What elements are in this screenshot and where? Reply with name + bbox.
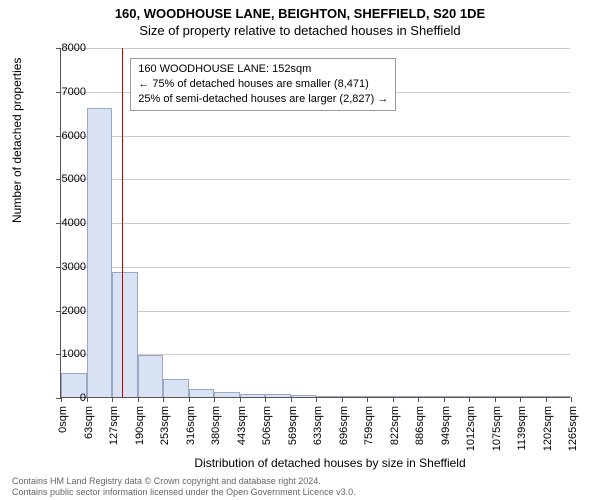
xtick-mark xyxy=(342,397,343,402)
histogram-bar xyxy=(265,394,291,397)
ytick-label: 6000 xyxy=(46,130,86,142)
xtick-mark xyxy=(495,397,496,402)
histogram-bar xyxy=(163,379,189,397)
footer-text: Contains HM Land Registry data © Crown c… xyxy=(12,476,592,498)
xtick-mark xyxy=(265,397,266,402)
histogram-bar xyxy=(316,396,342,397)
x-axis-label: Distribution of detached houses by size … xyxy=(30,456,600,470)
ytick-label: 4000 xyxy=(46,217,86,229)
xtick-mark xyxy=(571,397,572,402)
gridline xyxy=(61,179,570,180)
xtick-mark xyxy=(87,397,88,402)
histogram-bar xyxy=(444,396,470,397)
histogram-bar xyxy=(393,396,419,397)
histogram-bar xyxy=(469,396,495,397)
gridline xyxy=(61,267,570,268)
chart-container: 160, WOODHOUSE LANE, BEIGHTON, SHEFFIELD… xyxy=(0,0,600,500)
chart-area: 160 WOODHOUSE LANE: 152sqm← 75% of detac… xyxy=(60,48,570,398)
footer-line2: Contains public sector information licen… xyxy=(12,487,592,498)
page-title: 160, WOODHOUSE LANE, BEIGHTON, SHEFFIELD… xyxy=(0,0,600,23)
xtick-mark xyxy=(214,397,215,402)
xtick-mark xyxy=(240,397,241,402)
xtick-mark xyxy=(316,397,317,402)
footer-line1: Contains HM Land Registry data © Crown c… xyxy=(12,476,592,487)
ytick-label: 8000 xyxy=(46,42,86,54)
xtick-mark xyxy=(112,397,113,402)
marker-line xyxy=(122,48,123,397)
xtick-mark xyxy=(367,397,368,402)
ytick-label: 5000 xyxy=(46,173,86,185)
xtick-mark xyxy=(291,397,292,402)
gridline xyxy=(61,48,570,49)
histogram-bar xyxy=(367,396,393,397)
ytick-label: 1000 xyxy=(46,348,86,360)
gridline xyxy=(61,223,570,224)
histogram-bar xyxy=(240,394,266,397)
xtick-mark xyxy=(520,397,521,402)
gridline xyxy=(61,136,570,137)
annotation-box: 160 WOODHOUSE LANE: 152sqm← 75% of detac… xyxy=(130,58,396,111)
histogram-bar xyxy=(520,396,546,397)
ytick-label: 7000 xyxy=(46,86,86,98)
xtick-mark xyxy=(469,397,470,402)
ytick-label: 3000 xyxy=(46,261,86,273)
histogram-bar xyxy=(138,355,164,397)
histogram-bar xyxy=(291,395,317,397)
xtick-mark xyxy=(163,397,164,402)
xtick-mark xyxy=(444,397,445,402)
xtick-mark xyxy=(546,397,547,402)
annotation-line: 160 WOODHOUSE LANE: 152sqm xyxy=(138,62,388,77)
histogram-bar xyxy=(342,396,368,397)
histogram-bar xyxy=(418,396,444,397)
histogram-bar xyxy=(495,396,521,397)
plot-area: 160 WOODHOUSE LANE: 152sqm← 75% of detac… xyxy=(60,48,570,398)
xtick-mark xyxy=(418,397,419,402)
ytick-label: 0 xyxy=(46,392,86,404)
histogram-bar xyxy=(87,108,113,397)
xtick-mark xyxy=(393,397,394,402)
y-axis-label: Number of detached properties xyxy=(10,58,24,223)
annotation-line: 25% of semi-detached houses are larger (… xyxy=(138,92,388,107)
annotation-line: ← 75% of detached houses are smaller (8,… xyxy=(138,77,388,92)
histogram-bar xyxy=(546,396,572,397)
histogram-bar xyxy=(112,272,138,397)
histogram-bar xyxy=(189,389,215,397)
page-subtitle: Size of property relative to detached ho… xyxy=(0,23,600,40)
xtick-mark xyxy=(138,397,139,402)
histogram-bar xyxy=(214,392,240,397)
xtick-mark xyxy=(189,397,190,402)
ytick-label: 2000 xyxy=(46,305,86,317)
